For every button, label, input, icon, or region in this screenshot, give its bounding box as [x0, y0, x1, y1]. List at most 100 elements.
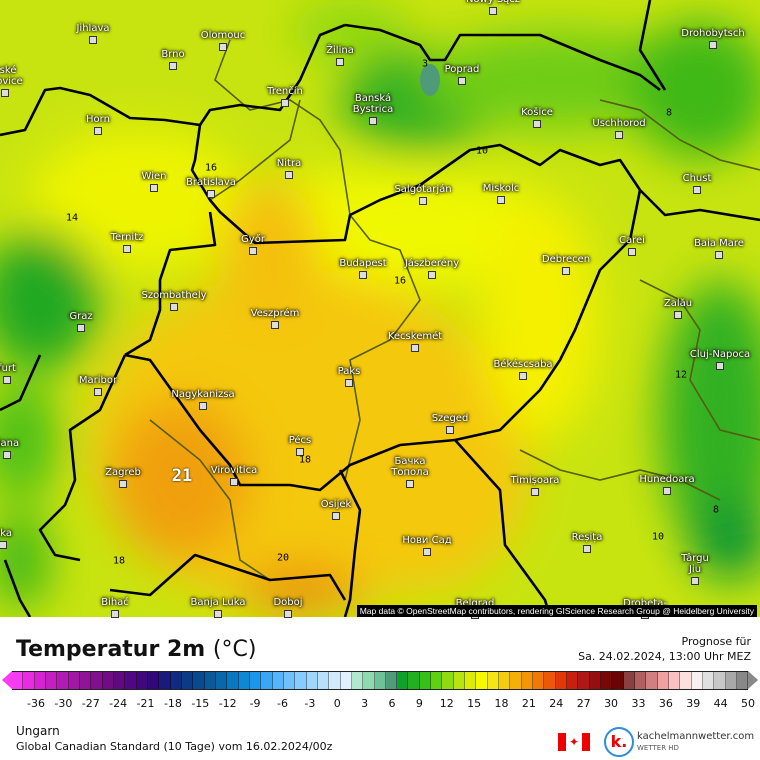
legend-swatch	[329, 672, 341, 689]
city-marker	[489, 7, 497, 15]
city-label: Nagykanizsa	[171, 389, 235, 400]
legend-swatch	[476, 672, 488, 689]
city-label: Bihać	[101, 597, 129, 608]
legend-swatch	[340, 672, 352, 689]
city-label: Drobeta-	[623, 598, 667, 609]
map-attribution: Map data © OpenStreetMap contributors, r…	[356, 605, 757, 617]
city-marker	[77, 324, 85, 332]
legend-swatch	[34, 672, 46, 689]
forecast-label: Prognose für	[681, 635, 752, 648]
model-info: Global Canadian Standard (10 Tage) vom 1…	[16, 740, 333, 753]
contour-label: 20	[276, 552, 290, 564]
legend-tick-label: 50	[741, 697, 755, 710]
city-label: Graz	[69, 311, 93, 322]
city-marker	[0, 541, 7, 549]
legend-swatch	[79, 672, 92, 689]
contour-label: 18	[112, 555, 126, 567]
color-legend-bar	[12, 671, 749, 690]
city-label: Košice	[521, 107, 553, 118]
city-label: Győr	[241, 234, 265, 245]
legend-tick-label: 9	[415, 697, 423, 710]
city-marker	[406, 480, 414, 488]
city-marker	[332, 512, 340, 520]
legend-swatch	[601, 672, 613, 689]
city-label: Hunedoara	[639, 474, 695, 485]
region-name: Ungarn	[16, 724, 60, 738]
city-label: eské ějovice	[0, 65, 23, 87]
city-label: Paks	[337, 366, 361, 377]
legend-swatch	[249, 672, 262, 689]
city-label: Baia Mare	[694, 238, 744, 249]
kachelmann-logo[interactable]: k.	[604, 727, 634, 757]
legend-tick-label: 44	[713, 697, 728, 710]
city-marker	[3, 451, 11, 459]
legend-swatch	[646, 672, 658, 689]
legend-swatch	[465, 672, 477, 689]
city-label: Debrecen	[541, 254, 591, 265]
legend-swatch	[385, 672, 398, 689]
legend-tick-label: 12	[439, 697, 454, 710]
legend-swatch	[408, 672, 420, 689]
brand-name[interactable]: kachelmannwetter.com WETTER HD	[637, 731, 754, 754]
city-label: Békéscsaba	[493, 359, 553, 370]
contour-label: 16	[204, 162, 218, 174]
city-marker	[271, 321, 279, 329]
city-label: Nowy Sącz	[466, 0, 520, 5]
city-label: ljana	[0, 438, 20, 449]
legend-swatch	[680, 672, 692, 689]
legend-swatch	[125, 672, 137, 689]
city-marker	[716, 362, 724, 370]
city-label: Uschhorod	[592, 118, 646, 129]
legend-swatch	[567, 672, 579, 689]
city-marker	[249, 247, 257, 255]
city-marker	[281, 99, 289, 107]
city-marker	[691, 577, 699, 585]
city-marker	[285, 171, 293, 179]
city-marker	[170, 303, 178, 311]
legend-swatch	[657, 672, 670, 689]
city-marker	[709, 41, 717, 49]
legend-swatch	[419, 672, 432, 689]
city-label: Drohobytsch	[681, 28, 745, 39]
legend-tick-label: -21	[136, 697, 155, 710]
city-label: Timișoara	[510, 475, 560, 486]
brand-sub: WETTER HD	[637, 744, 679, 752]
city-marker	[533, 120, 541, 128]
legend-swatch	[397, 672, 409, 689]
city-marker	[169, 62, 177, 70]
city-label: Poprad	[444, 64, 480, 75]
legend-swatch	[578, 672, 590, 689]
forecast-info: Prognose für Sa. 24.02.2024, 13:00 Uhr ME…	[578, 634, 751, 664]
city-marker	[583, 545, 591, 553]
legend-swatch	[317, 672, 330, 689]
legend-swatch	[113, 672, 126, 689]
legend-swatch	[635, 672, 647, 689]
contour-label: 14	[65, 212, 79, 224]
contour-label: 10	[651, 531, 665, 543]
legend-swatch	[159, 672, 171, 689]
city-label: Бачка Топола	[391, 456, 429, 478]
city-label: Budapest	[339, 258, 387, 269]
chart-title: Temperatur 2m (°C)	[16, 637, 256, 662]
city-label: Nitra	[276, 158, 302, 169]
city-label: Târgu Jiu	[681, 553, 709, 575]
city-marker	[615, 131, 623, 139]
legend-swatch	[91, 672, 103, 689]
city-label: Chust	[682, 173, 712, 184]
legend-tick-label: -24	[109, 697, 128, 710]
legend-swatch	[68, 672, 80, 689]
city-marker	[693, 186, 701, 194]
contour-label: 21	[171, 466, 193, 486]
contour-label: 10	[475, 145, 489, 157]
city-label: Bratislava	[186, 177, 236, 188]
legend-swatch	[272, 672, 284, 689]
city-label: Zagreb	[105, 467, 141, 478]
city-label: Osijek	[320, 499, 352, 510]
temperature-map[interactable]: Olomouc Jihlava Brno eské ějovice Horn Wien Br…	[0, 0, 760, 619]
legend-tick-label: -36	[27, 697, 45, 710]
legend-swatch	[306, 672, 318, 689]
city-label: Ternitz	[110, 232, 144, 243]
city-label: Banská Bystrica	[352, 93, 394, 115]
legend-swatch	[170, 672, 182, 689]
legend-tick-label: 3	[361, 697, 369, 710]
